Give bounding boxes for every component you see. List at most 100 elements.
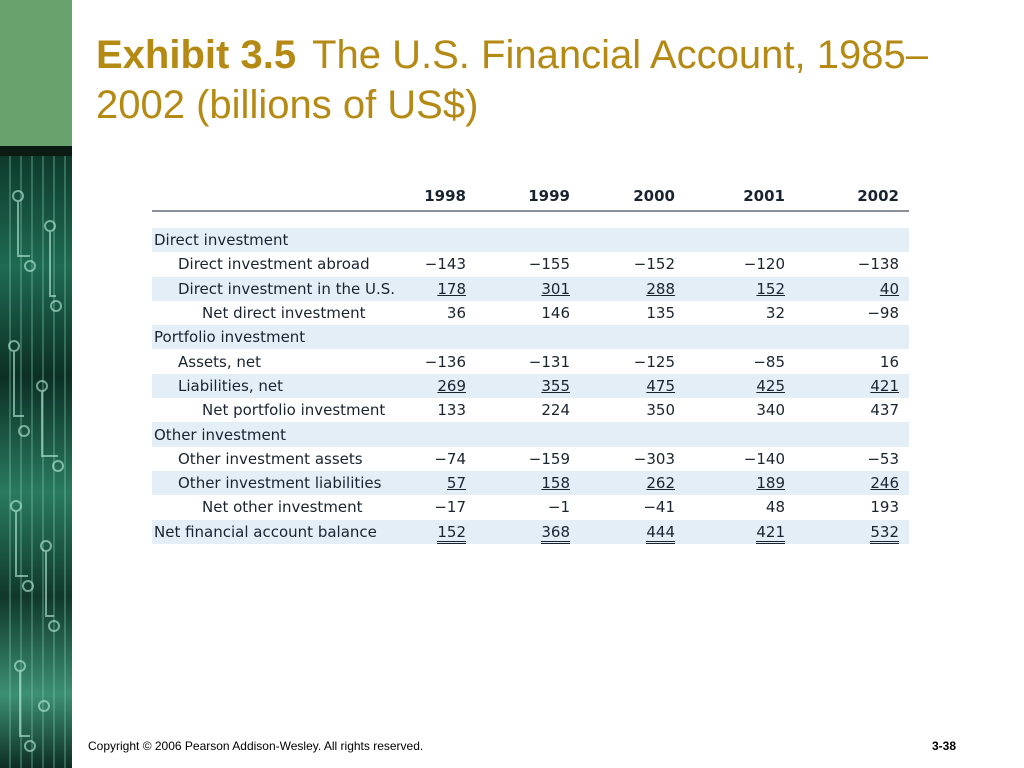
value-cell: 425 [687, 377, 797, 395]
year-header: 2001 [743, 187, 785, 205]
cell-value: 475 [646, 376, 675, 395]
header-gap [152, 212, 909, 228]
slide-title: Exhibit 3.5 The U.S. Financial Account, 1… [96, 30, 996, 130]
value-cell: 48 [687, 498, 797, 516]
value-cell: 16 [797, 353, 911, 371]
cell-value: −98 [867, 304, 899, 323]
row-label: Other investment liabilities [178, 474, 382, 493]
value-cell: 368 [478, 522, 582, 544]
cell-value: 355 [541, 376, 570, 395]
cell-value: 152 [756, 279, 785, 298]
table-row: Net other investment −17 −1 −41 48 193 [152, 495, 909, 519]
value-cell: 178 [412, 280, 478, 298]
cell-value: −85 [753, 352, 785, 371]
value-cell: 193 [797, 498, 911, 516]
value-cell: 437 [797, 401, 911, 419]
cell-value: −41 [643, 498, 675, 517]
value-cell: 40 [797, 280, 911, 298]
row-label: Direct investment abroad [178, 255, 370, 274]
table-row: Assets, net −136 −131 −125 −85 16 [152, 349, 909, 373]
value-cell: 32 [687, 304, 797, 322]
cell-value: 48 [765, 498, 785, 517]
table-row: Portfolio investment [152, 325, 909, 350]
value-cell: 189 [687, 474, 797, 492]
cell-value: 40 [879, 279, 899, 298]
table-row: Direct investment abroad −143 −155 −152 −120… [152, 252, 909, 276]
cell-value: 368 [541, 522, 570, 544]
value-cell: 340 [687, 401, 797, 419]
value-cell: −155 [478, 255, 582, 273]
value-cell: −98 [797, 304, 911, 322]
value-cell: 152 [412, 522, 478, 544]
value-cell: 532 [797, 522, 911, 544]
cell-value: 158 [541, 474, 570, 493]
table-row: Other investment [152, 422, 909, 447]
value-cell: 269 [412, 377, 478, 395]
value-cell: 288 [582, 280, 687, 298]
row-label: Net direct investment [202, 304, 366, 323]
cell-value: 152 [437, 522, 466, 544]
value-cell: 350 [582, 401, 687, 419]
row-label: Liabilities, net [178, 376, 283, 395]
cell-value: −74 [434, 449, 466, 468]
cell-value: 444 [646, 522, 675, 544]
value-cell: 262 [582, 474, 687, 492]
value-cell: 246 [797, 474, 911, 492]
value-cell: 421 [797, 377, 911, 395]
value-cell: −53 [797, 450, 911, 468]
table-row: Other investment assets −74 −159 −303 −140 −5… [152, 447, 909, 471]
value-cell: −143 [412, 255, 478, 273]
cell-value: 16 [879, 352, 899, 371]
value-cell: 444 [582, 522, 687, 544]
value-cell: 421 [687, 522, 797, 544]
cell-value: 189 [756, 474, 785, 493]
table-row: Net portfolio investment 133 224 350 340 437 [152, 398, 909, 422]
cell-value: 532 [870, 522, 899, 544]
cell-value: 32 [765, 304, 785, 323]
cell-value: −155 [528, 255, 570, 274]
year-header: 1998 [424, 187, 466, 205]
value-cell: −120 [687, 255, 797, 273]
cell-value: 146 [541, 304, 570, 323]
value-cell: −140 [687, 450, 797, 468]
cell-value: −140 [743, 449, 785, 468]
cell-value: −125 [633, 352, 675, 371]
cell-value: −303 [633, 449, 675, 468]
cell-value: −53 [867, 449, 899, 468]
table-row: Direct investment [152, 228, 909, 253]
table-row: Other investment liabilities 57 158 262 189 2… [152, 470, 911, 496]
cell-value: −143 [424, 255, 466, 274]
row-label: Direct investment [154, 231, 289, 250]
strip-green-block [0, 0, 72, 146]
table-row: Net financial account balance 152 368 444 42… [152, 519, 911, 544]
value-cell: 135 [582, 304, 687, 322]
value-cell: 57 [412, 474, 478, 492]
table-header-row: 1998 1999 2000 2001 2002 [152, 182, 909, 212]
cell-value: 178 [437, 279, 466, 298]
left-decorative-strip [0, 0, 72, 768]
value-cell: 152 [687, 280, 797, 298]
cell-value: 421 [756, 522, 785, 544]
table-row: Net direct investment 36 146 135 32 −98 [152, 301, 909, 325]
table-row: Liabilities, net 269 355 475 425 421 [152, 373, 911, 399]
value-cell: −136 [412, 353, 478, 371]
value-cell: 475 [582, 377, 687, 395]
row-label: Other investment [154, 425, 287, 444]
value-cell: −125 [582, 353, 687, 371]
cell-value: 262 [646, 474, 675, 493]
value-cell: −159 [478, 450, 582, 468]
year-header: 1999 [528, 187, 570, 205]
cell-value: −131 [528, 352, 570, 371]
title-text: The U.S. Financial Account, 1985–2002 (b… [96, 33, 928, 127]
row-label: Net other investment [202, 498, 363, 517]
value-cell: −152 [582, 255, 687, 273]
cell-value: 135 [646, 304, 675, 323]
value-cell: 158 [478, 474, 582, 492]
value-cell: −138 [797, 255, 911, 273]
row-label: Other investment assets [178, 449, 363, 468]
cell-value: 288 [646, 279, 675, 298]
cell-value: 57 [446, 474, 466, 493]
strip-divider [0, 146, 72, 156]
title-exhibit-number: Exhibit 3.5 [96, 33, 297, 77]
value-cell: 36 [412, 304, 478, 322]
